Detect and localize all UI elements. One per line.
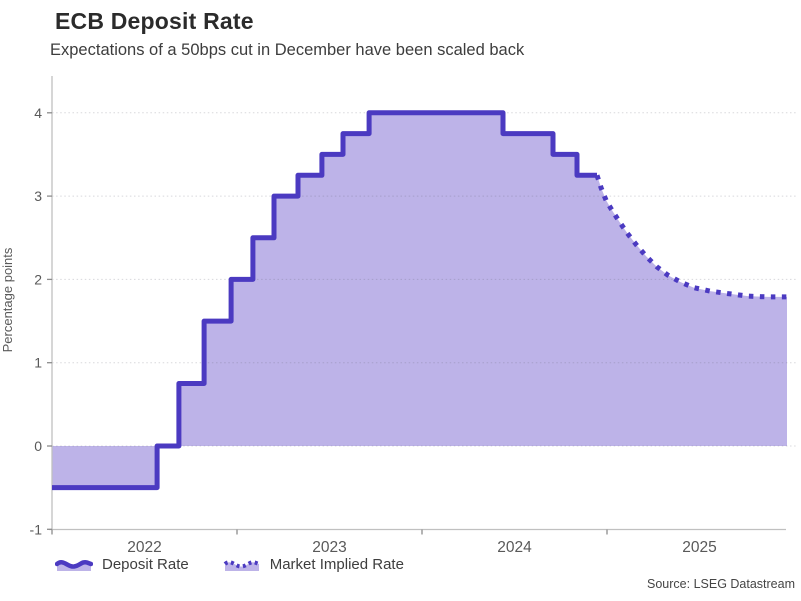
legend-item-deposit-rate: Deposit Rate (55, 556, 189, 573)
page-title: ECB Deposit Rate (55, 8, 254, 34)
y-tick-label-4: 4 (34, 105, 42, 121)
source-attribution: Source: LSEG Datastream (647, 577, 795, 591)
legend-label-deposit-rate: Deposit Rate (102, 556, 189, 573)
rate-area-fill (52, 112, 787, 488)
y-tick-label-2: 2 (34, 271, 42, 287)
y-axis-title: Percentage points (0, 247, 15, 352)
y-tick-label-1: 1 (34, 355, 42, 371)
y-tick-label--1: -1 (30, 521, 43, 537)
legend-item-market-implied-rate: Market Implied Rate (223, 556, 404, 573)
x-tick-label-2025: 2025 (682, 539, 716, 556)
x-tick-label-2023: 2023 (312, 539, 346, 556)
chart-legend: Deposit Rate Market Implied Rate (55, 556, 404, 573)
page-subtitle: Expectations of a 50bps cut in December … (50, 41, 525, 59)
x-tick-label-2022: 2022 (127, 539, 161, 556)
x-tick-label-2024: 2024 (497, 539, 532, 556)
dotted-line-icon (223, 560, 260, 571)
y-tick-label-0: 0 (34, 438, 42, 454)
legend-label-market-implied-rate: Market Implied Rate (269, 556, 404, 573)
market-implied-rate-line (594, 174, 787, 300)
solid-line-icon (55, 559, 93, 571)
y-tick-label-3: 3 (34, 188, 42, 204)
deposit-rate-line (52, 110, 597, 491)
